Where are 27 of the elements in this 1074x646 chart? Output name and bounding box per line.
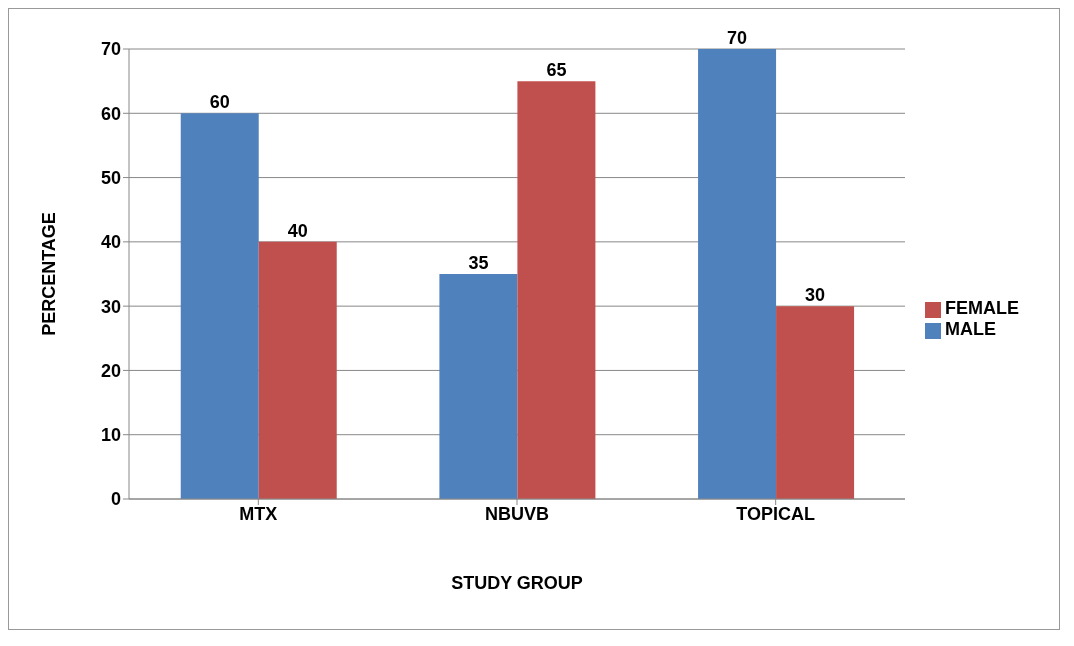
bar [180,113,259,499]
y-tick-label: 10 [100,425,121,446]
bar [517,81,596,499]
y-axis-title: PERCENTAGE [39,212,60,336]
x-tick-label: TOPICAL [736,503,816,524]
y-tick-label: 40 [100,232,121,253]
data-label: 40 [287,220,308,241]
x-axis-title: STUDY GROUP [451,573,583,593]
y-tick-label: 0 [110,489,121,510]
bar [776,306,855,499]
y-tick-label: 70 [100,39,121,60]
x-tick-label: NBUVB [484,503,550,524]
y-tick-label: 20 [100,360,121,381]
bar [258,241,337,499]
legend-label: FEMALE [945,298,1019,318]
y-tick-label: 30 [100,296,121,317]
y-tick-label: 60 [100,103,121,124]
bar [439,274,518,499]
data-label: 65 [546,60,567,81]
bar [698,49,777,499]
legend-label: MALE [945,319,996,339]
data-label: 60 [209,92,230,113]
x-tick-label: MTX [239,503,278,524]
y-tick-label: 50 [100,167,121,188]
data-label: 70 [727,28,748,48]
data-label: 35 [468,253,489,273]
data-label: 30 [805,285,826,306]
